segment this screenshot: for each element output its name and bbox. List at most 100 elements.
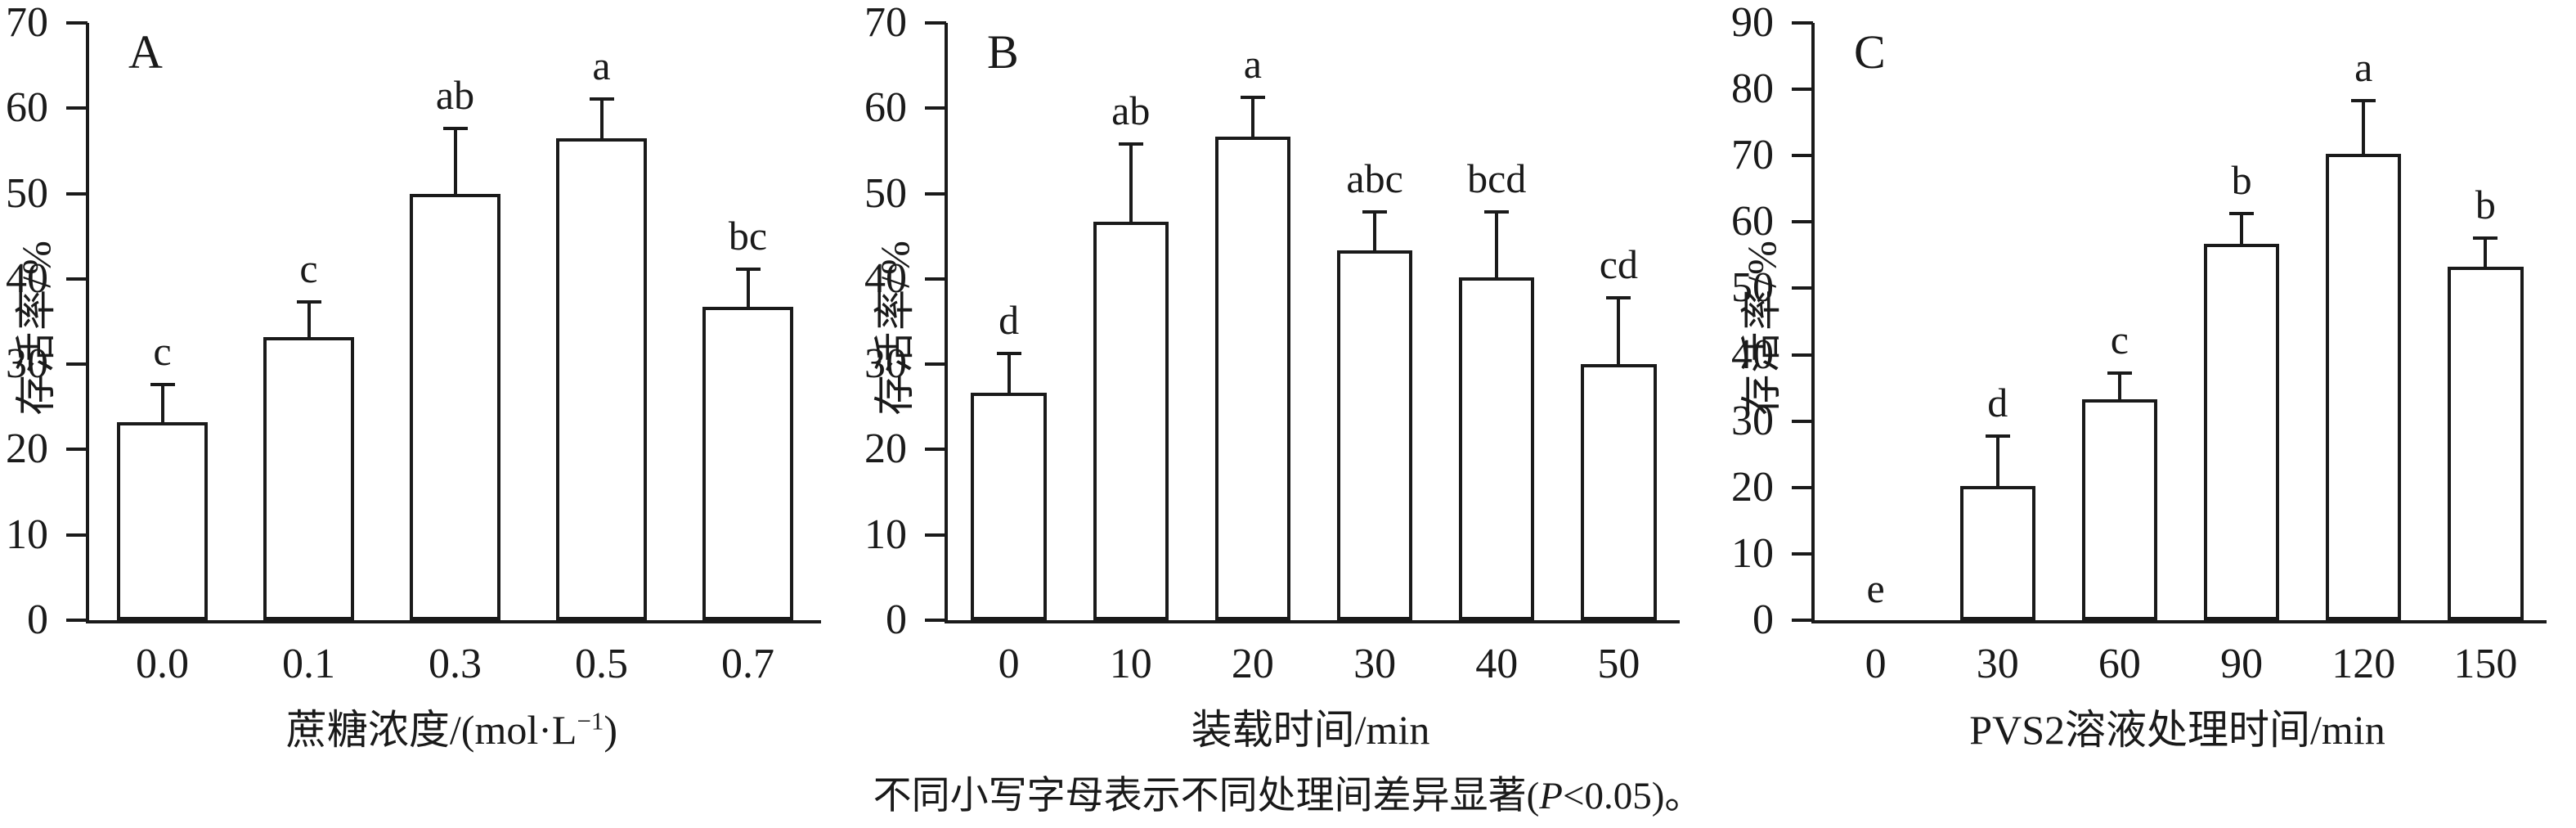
error-bar-line [2240,212,2244,245]
x-axis-title: PVS2溶液处理时间/min [1811,697,2543,756]
bar [1336,250,1413,620]
x-axis-title-part: −1 [577,706,604,736]
y-axis-tick [66,191,88,196]
x-axis-title-part: ) [604,707,618,753]
error-bar-cap [2473,236,2498,241]
error-bar-line [2362,99,2366,156]
error-bar-line [599,97,604,140]
y-axis-tick [1792,220,1813,224]
bar [1214,136,1291,620]
y-axis-tick [66,21,88,25]
x-axis-title: 装载时间/min [945,697,1676,756]
significance-letter: bcd [1467,155,1527,202]
y-tick-label: 20 [1731,463,1774,511]
y-axis-tick [925,277,946,281]
error-bar-line [1373,210,1377,252]
y-axis-tick [66,362,88,367]
significance-letter: bc [728,213,768,259]
y-axis-tick [1792,88,1813,92]
bar [117,422,208,620]
bar [556,137,647,620]
chart-panel-a: 存活率/% A 0 10 20 30 40 50 60 70 c 0.0 c 0.1 ab 0.3 a 0.5… [0,0,859,761]
significance-letter: d [999,296,1020,343]
y-tick-label: 0 [1752,596,1774,643]
error-bar-line [160,383,164,425]
error-bar-line [1617,295,1621,367]
plot-area-c: C 0 10 20 30 40 50 60 70 80 90 e 0 d 30 c 60 b 90 a 120 b 150 [1731,2,2547,686]
y-tick-label: 60 [1731,198,1774,245]
error-bar-line [1250,95,1254,138]
error-bar-line [1995,434,1999,488]
bar [2326,154,2402,620]
bar [1093,222,1169,620]
panel-letter: C [1854,25,1886,79]
x-tick-label: 0.3 [429,641,482,687]
y-tick-label: 50 [6,169,48,217]
bar [2448,267,2524,620]
significance-letter: cd [1599,241,1638,287]
caption-p-symbol: P [1539,775,1563,817]
significance-letter: c [299,245,318,291]
y-axis-tick [1792,154,1813,158]
significance-letter: b [2475,182,2496,228]
y-tick-label: 80 [1731,65,1774,113]
chart-panel-c: 存活率/% C 0 10 20 30 40 50 60 70 80 90 e 0 d 30 c 60 b 90 a 1… [1726,0,2576,761]
error-bar-cap [2351,99,2376,103]
x-tick-label: 0.5 [575,641,628,687]
bar [263,336,354,620]
error-bar-cap [1985,434,2010,438]
y-tick-label: 20 [864,425,907,473]
significance-letter: abc [1346,155,1403,202]
y-tick-label: 70 [864,0,907,46]
y-tick-label: 40 [6,254,48,302]
x-tick-label: 120 [2331,641,2396,687]
y-axis-tick [1792,353,1813,357]
y-axis-tick [1792,21,1813,25]
y-axis-tick [925,106,946,110]
significance-letter: c [2110,316,2129,362]
x-tick-label: 50 [1597,641,1640,687]
error-bar-cap [2229,212,2255,216]
y-tick-label: 70 [6,0,48,46]
y-tick-label: 60 [864,84,907,132]
error-bar-cap [150,383,175,387]
x-tick-label: 0.0 [136,641,189,687]
significance-letter: a [592,42,611,88]
y-tick-label: 90 [1731,0,1774,46]
plot-area-a: A 0 10 20 30 40 50 60 70 c 0.0 c 0.1 ab 0.3 a 0.5 bc 0.7 [6,2,821,686]
error-bar-line [453,127,457,196]
x-axis-title-part: 装载时间/min [1191,707,1430,753]
significance-letter: d [1987,379,2008,425]
bar [702,307,793,620]
bar [971,392,1047,620]
x-tick-label: 10 [1109,641,1152,687]
significance-letter: a [2354,44,2373,91]
y-tick-label: 70 [1731,132,1774,179]
significance-letter: e [1866,565,1885,611]
y-axis-tick [1792,419,1813,423]
y-axis-tick [925,21,946,25]
x-tick-label: 60 [2098,641,2141,687]
y-tick-label: 30 [864,340,907,388]
y-axis-tick [66,533,88,537]
y-tick-label: 30 [1731,397,1774,444]
y-axis-tick [925,191,946,196]
y-axis-tick [925,448,946,452]
significance-letter: ab [1111,88,1151,133]
x-axis-title-part: 蔗糖浓度/(mol·L [285,707,577,753]
x-tick-label: 0 [1865,641,1887,687]
y-axis-tick [66,277,88,281]
error-bar-cap [442,127,468,131]
error-bar-line [1129,142,1133,224]
error-bar-cap [1362,210,1388,214]
error-bar-cap [296,299,321,304]
error-bar-cap [996,351,1021,355]
significance-letter: c [153,328,172,375]
bar [2081,399,2158,620]
error-bar-line [2484,236,2488,269]
x-tick-label: 0.7 [721,641,774,687]
y-axis-tick [925,619,946,622]
x-tick-label: 20 [1231,641,1274,687]
bar [1581,364,1657,620]
y-tick-label: 40 [864,254,907,302]
